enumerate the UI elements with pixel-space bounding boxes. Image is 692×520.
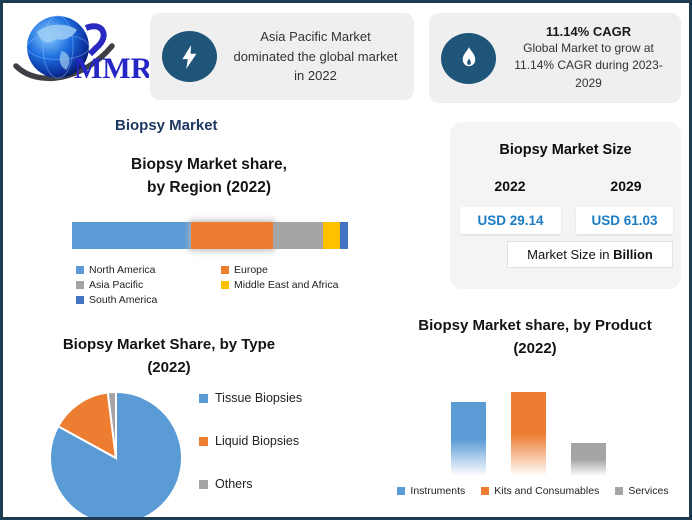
legend-item-services: Services: [615, 485, 669, 497]
legend-label-asia-pacific: Asia Pacific: [89, 279, 144, 291]
product-chart-title: Biopsy Market share, by Product (2022): [418, 317, 652, 357]
region-legend: North America Europe Asia Pacific Middle Ea…: [76, 264, 358, 306]
legend-label-instruments: Instruments: [410, 485, 466, 497]
legend-label-kits-and-consumables: Kits and Consumables: [494, 485, 600, 497]
legend-swatch-asia-pacific: [76, 281, 84, 289]
product-bar-services: [570, 443, 606, 476]
market-size-unit-note: Market Size in Billion: [507, 241, 673, 268]
asia-pacific-highlight-text: Asia Pacific Market dominated the global…: [233, 29, 398, 84]
note-prefix: Market Size in: [527, 247, 614, 262]
bar-segment-asia-pacific: [273, 222, 324, 249]
legend-swatch-europe: [221, 266, 229, 274]
legend-item-europe: Europe: [221, 264, 358, 276]
legend-item-liquid-biopsies: Liquid Biopsies: [199, 434, 302, 448]
flame-icon: [441, 32, 496, 84]
product-legend: Instruments Kits and Consumables Services: [381, 485, 685, 497]
mmr-logo: MMR: [13, 15, 149, 85]
legend-item-south-america: South America: [76, 294, 221, 306]
type-pie-legend: Tissue Biopsies Liquid Biopsies Others: [199, 391, 302, 491]
highlight-card-cagr: 11.14% CAGR Global Market to grow at 11.…: [429, 13, 681, 103]
product-bar-instruments: [450, 402, 486, 476]
legend-swatch-liquid-biopsies: [199, 436, 208, 446]
legend-swatch-others: [199, 479, 208, 489]
product-bars: [403, 388, 653, 476]
region-chart-title: Biopsy Market share, by Region (2022): [131, 156, 287, 197]
product-bar-kits-and-consumables: [510, 392, 546, 476]
legend-swatch-north-america: [76, 266, 84, 274]
legend-swatch-middle-east-and-africa: [221, 281, 229, 289]
market-size-value-2029: USD 61.03: [576, 207, 673, 234]
legend-swatch-kits-and-consumables: [481, 487, 490, 495]
legend-label-services: Services: [628, 485, 669, 497]
market-size-year-2029: 2029: [610, 178, 642, 194]
bar-segment-south-america: [339, 222, 348, 249]
bar-segment-europe: [190, 222, 274, 249]
type-chart-title: Biopsy Market Share, by Type (2022): [62, 336, 276, 376]
cagr-value: 11.14% CAGR: [545, 23, 632, 39]
pie-slice-others: [106, 390, 117, 459]
legend-item-kits-and-consumables: Kits and Consumables: [481, 485, 599, 497]
highlight-card-asia-pacific: Asia Pacific Market dominated the global…: [150, 13, 414, 100]
legend-swatch-instruments: [397, 487, 406, 495]
legend-label-tissue-biopsies: Tissue Biopsies: [215, 391, 303, 405]
legend-swatch-south-america: [76, 296, 84, 304]
page-title: Biopsy Market: [115, 117, 218, 134]
legend-label-south-america: South America: [89, 294, 158, 306]
cagr-description: Global Market to grow at 11.14% CAGR dur…: [514, 40, 663, 90]
logo-text: MMR: [74, 52, 149, 85]
legend-swatch-services: [615, 487, 624, 495]
globe-icon: [13, 15, 115, 81]
legend-label-others: Others: [215, 477, 253, 491]
legend-swatch-tissue-biopsies: [199, 393, 208, 403]
legend-label-liquid-biopsies: Liquid Biopsies: [215, 434, 300, 448]
region-stacked-bar: [72, 222, 348, 249]
market-size-title: Biopsy Market Size: [499, 142, 632, 158]
legend-label-middle-east-and-africa: Middle East and Africa: [234, 279, 339, 291]
market-size-card: Biopsy Market Size 2022 2029 USD 29.14 U…: [450, 122, 681, 289]
market-size-value-2022: USD 29.14: [460, 207, 561, 234]
legend-label-europe: Europe: [234, 264, 268, 276]
pie-slice-tissue-biopsies: [48, 390, 183, 517]
legend-item-others: Others: [199, 477, 302, 491]
legend-item-asia-pacific: Asia Pacific: [76, 279, 221, 291]
bar-segment-middle-east-and-africa: [323, 222, 340, 249]
lightning-icon: [162, 31, 217, 82]
legend-item-tissue-biopsies: Tissue Biopsies: [199, 391, 302, 405]
pie-slice-liquid-biopsies: [56, 391, 118, 460]
legend-item-instruments: Instruments: [397, 485, 465, 497]
note-unit: Billion: [613, 247, 653, 262]
bar-segment-north-america: [72, 222, 191, 249]
legend-item-north-america: North America: [76, 264, 221, 276]
market-size-year-2022: 2022: [494, 178, 526, 194]
legend-label-north-america: North America: [89, 264, 156, 276]
type-pie-svg: [48, 390, 183, 517]
type-pie-chart: [47, 389, 185, 517]
legend-item-middle-east-and-africa: Middle East and Africa: [221, 279, 358, 291]
